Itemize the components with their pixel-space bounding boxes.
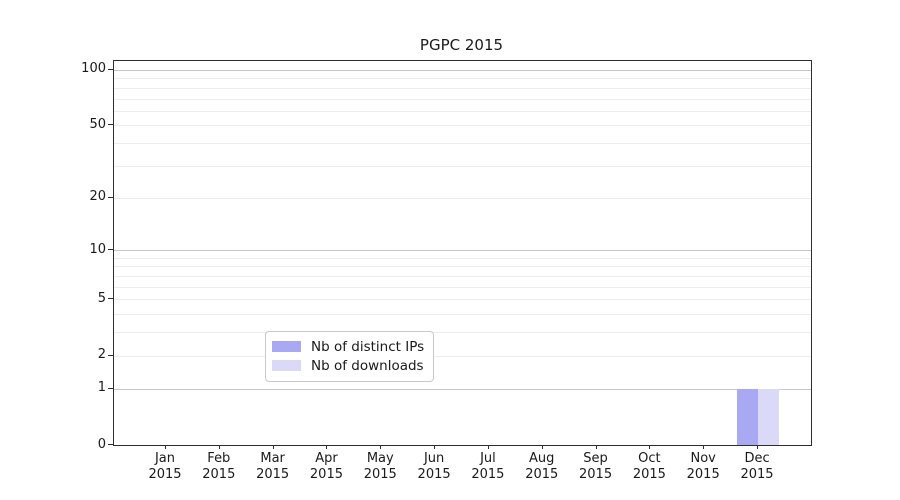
legend-item: Nb of distinct IPs — [272, 337, 424, 356]
gridline-1 — [114, 388, 811, 390]
gridline-100 — [114, 69, 811, 71]
gridline-80 — [114, 87, 811, 89]
legend-label: Nb of downloads — [311, 357, 424, 374]
x-tick-label-oct: Oct 2015 — [632, 451, 666, 482]
legend-label: Nb of distinct IPs — [311, 338, 425, 355]
gridline-5 — [114, 299, 811, 301]
x-tick-mark — [380, 445, 382, 449]
y-tick-mark — [108, 387, 113, 389]
gridline-50 — [114, 125, 811, 127]
y-tick-label-2: 2 — [97, 347, 106, 363]
y-tick-mark — [108, 68, 113, 70]
x-tick-mark — [649, 445, 651, 449]
gridline-9 — [114, 257, 811, 259]
x-tick-label-jan: Jan 2015 — [148, 451, 182, 482]
gridline-6 — [114, 286, 811, 288]
x-tick-mark — [218, 445, 220, 449]
plot-area — [113, 60, 812, 446]
x-tick-label-feb: Feb 2015 — [202, 451, 236, 482]
y-tick-label-1: 1 — [97, 380, 106, 396]
gridline-60 — [114, 110, 811, 112]
chart-title: PGPC 2015 — [419, 36, 504, 54]
y-tick-mark — [108, 196, 113, 198]
x-tick-label-sep: Sep 2015 — [579, 451, 613, 482]
x-tick-label-jul: Jul 2015 — [471, 451, 505, 482]
y-tick-label-20: 20 — [89, 189, 106, 205]
x-tick-label-apr: Apr 2015 — [309, 451, 343, 482]
gridline-2 — [114, 355, 811, 357]
x-tick-mark — [326, 445, 328, 449]
legend-swatch — [272, 360, 301, 371]
y-tick-label-10: 10 — [89, 241, 106, 257]
x-tick-label-mar: Mar 2015 — [256, 451, 290, 482]
gridline-8 — [114, 266, 811, 268]
legend: Nb of distinct IPs Nb of downloads — [265, 331, 435, 382]
x-tick-mark — [595, 445, 597, 449]
gridline-10 — [114, 250, 811, 252]
y-tick-mark — [108, 444, 113, 445]
bar-nb-of-downloads-dec — [758, 388, 780, 445]
gridline-4 — [114, 314, 811, 316]
x-tick-mark — [757, 445, 759, 449]
y-tick-label-100: 100 — [81, 61, 106, 77]
x-tick-mark — [487, 445, 489, 449]
y-tick-label-5: 5 — [97, 290, 106, 306]
y-tick-mark — [108, 124, 113, 126]
legend-swatch — [272, 341, 301, 352]
gridline-20 — [114, 197, 811, 199]
bar-nb-of-distinct-ips-dec — [737, 388, 759, 445]
x-tick-label-dec: Dec 2015 — [740, 451, 774, 482]
gridline-30 — [114, 165, 811, 167]
gridline-7 — [114, 276, 811, 278]
y-tick-mark — [108, 249, 113, 251]
y-tick-label-50: 50 — [89, 116, 106, 132]
x-tick-mark — [434, 445, 436, 449]
x-tick-mark — [272, 445, 274, 449]
legend-item: Nb of downloads — [272, 356, 424, 375]
x-tick-label-aug: Aug 2015 — [525, 451, 559, 482]
gridline-3 — [114, 332, 811, 334]
gridline-40 — [114, 143, 811, 145]
y-tick-mark — [108, 298, 113, 300]
gridline-70 — [114, 98, 811, 100]
x-tick-label-nov: Nov 2015 — [686, 451, 720, 482]
x-tick-label-jun: Jun 2015 — [417, 451, 451, 482]
gridline-90 — [114, 78, 811, 80]
x-tick-mark — [165, 445, 166, 449]
x-tick-mark — [703, 445, 705, 449]
x-tick-label-may: May 2015 — [363, 451, 397, 482]
y-tick-label-0: 0 — [97, 436, 106, 452]
y-tick-mark — [108, 354, 113, 356]
x-tick-mark — [541, 445, 543, 449]
